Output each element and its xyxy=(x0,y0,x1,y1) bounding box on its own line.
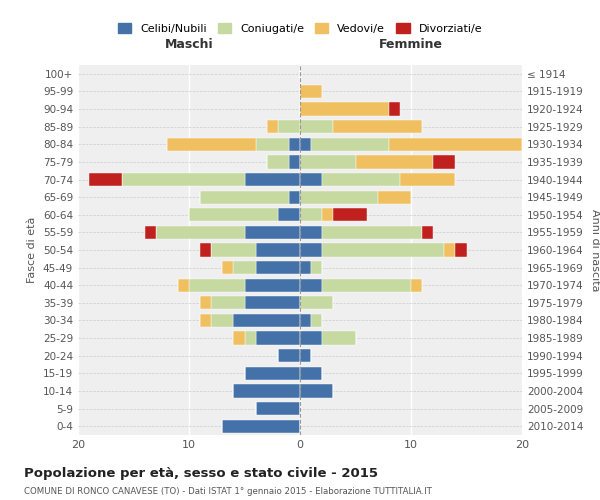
Bar xyxy=(411,278,422,292)
Bar xyxy=(300,261,311,274)
Bar xyxy=(245,226,300,239)
Text: Maschi: Maschi xyxy=(164,38,214,51)
Bar xyxy=(300,102,389,116)
Bar xyxy=(300,85,322,98)
Bar xyxy=(211,296,245,310)
Bar xyxy=(245,332,256,344)
Bar xyxy=(300,138,311,151)
Bar xyxy=(355,156,433,168)
Bar xyxy=(322,244,444,256)
Bar xyxy=(322,226,422,239)
Bar xyxy=(300,208,322,222)
Bar xyxy=(433,156,455,168)
Bar xyxy=(422,226,433,239)
Bar xyxy=(289,138,300,151)
Bar xyxy=(322,173,400,186)
Bar xyxy=(389,138,522,151)
Bar xyxy=(145,226,156,239)
Bar xyxy=(300,120,334,134)
Y-axis label: Fasce di età: Fasce di età xyxy=(28,217,37,283)
Bar xyxy=(322,332,355,344)
Bar xyxy=(189,278,245,292)
Bar xyxy=(322,208,334,222)
Bar xyxy=(278,120,300,134)
Bar xyxy=(378,190,411,204)
Bar xyxy=(322,278,411,292)
Bar xyxy=(222,261,233,274)
Bar xyxy=(300,190,378,204)
Bar xyxy=(278,349,300,362)
Bar xyxy=(334,120,422,134)
Bar xyxy=(233,384,300,398)
Bar xyxy=(300,278,322,292)
Bar xyxy=(233,314,300,327)
Bar xyxy=(266,156,289,168)
Bar xyxy=(278,208,300,222)
Bar xyxy=(233,261,256,274)
Bar xyxy=(289,190,300,204)
Bar xyxy=(256,138,289,151)
Bar xyxy=(178,278,189,292)
Bar xyxy=(245,366,300,380)
Bar xyxy=(300,226,322,239)
Bar xyxy=(233,332,245,344)
Bar xyxy=(89,173,122,186)
Bar xyxy=(300,384,334,398)
Bar xyxy=(311,261,322,274)
Bar xyxy=(256,402,300,415)
Y-axis label: Anni di nascita: Anni di nascita xyxy=(590,209,600,291)
Bar xyxy=(266,120,278,134)
Bar xyxy=(189,208,278,222)
Bar xyxy=(256,244,300,256)
Text: Femmine: Femmine xyxy=(379,38,443,51)
Bar xyxy=(300,349,311,362)
Bar xyxy=(122,173,245,186)
Bar xyxy=(389,102,400,116)
Bar xyxy=(200,190,289,204)
Bar xyxy=(211,314,233,327)
Bar xyxy=(167,138,256,151)
Bar xyxy=(289,156,300,168)
Bar xyxy=(200,314,211,327)
Legend: Celibi/Nubili, Coniugati/e, Vedovi/e, Divorziati/e: Celibi/Nubili, Coniugati/e, Vedovi/e, Di… xyxy=(113,19,487,38)
Bar xyxy=(256,261,300,274)
Text: COMUNE DI RONCO CANAVESE (TO) - Dati ISTAT 1° gennaio 2015 - Elaborazione TUTTIT: COMUNE DI RONCO CANAVESE (TO) - Dati IST… xyxy=(24,488,432,496)
Bar xyxy=(156,226,245,239)
Bar xyxy=(334,208,367,222)
Bar xyxy=(300,173,322,186)
Bar xyxy=(300,296,334,310)
Bar xyxy=(311,138,389,151)
Bar xyxy=(211,244,256,256)
Bar xyxy=(300,366,322,380)
Bar xyxy=(245,278,300,292)
Bar xyxy=(444,244,455,256)
Bar xyxy=(300,332,322,344)
Bar xyxy=(256,332,300,344)
Bar xyxy=(311,314,322,327)
Text: Popolazione per età, sesso e stato civile - 2015: Popolazione per età, sesso e stato civil… xyxy=(24,468,378,480)
Bar xyxy=(200,244,211,256)
Bar xyxy=(222,420,300,433)
Bar xyxy=(455,244,467,256)
Bar xyxy=(300,156,355,168)
Bar xyxy=(200,296,211,310)
Bar xyxy=(245,296,300,310)
Bar xyxy=(400,173,455,186)
Bar xyxy=(300,314,311,327)
Bar xyxy=(300,244,322,256)
Bar xyxy=(245,173,300,186)
